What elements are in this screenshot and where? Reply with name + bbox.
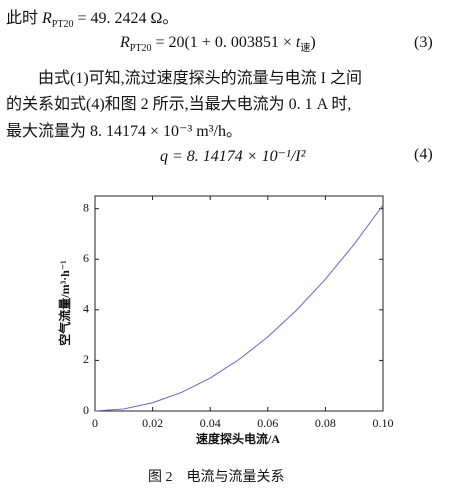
x-tick-label: 0.10 [373, 416, 394, 430]
y-tick-label: 6 [83, 251, 89, 265]
x-axis-label: 速度探头电流/A [196, 431, 280, 446]
equation: RPT20 = 20(1 + 0. 003851 × t速) [120, 34, 316, 54]
symbol: t [295, 34, 301, 51]
text: = 49. 2424 Ω。 [73, 10, 179, 27]
y-axis-label: 空气流量/m³·h⁻¹ [57, 260, 72, 346]
paragraph-line: 由式(1)可知,流过速度探头的流量与电流 I 之间 [38, 70, 362, 87]
x-tick-label: 0.04 [200, 416, 221, 430]
subscript: PT20 [51, 19, 74, 31]
text: ) [310, 34, 316, 51]
chart: 速度探头电流/A 空气流量/m³·h⁻¹ 0 0.02 0.04 0.06 0.08 0.… [57, 195, 394, 446]
equation: q = 8. 14174 × 10⁻¹/I² [160, 148, 306, 165]
y-tick-label: 4 [83, 302, 89, 316]
y-tick-label: 2 [83, 352, 89, 366]
symbol: R [120, 34, 130, 51]
text: 此时 [6, 10, 43, 27]
x-tick-label: 0 [92, 416, 98, 430]
paragraph-line: 最大流量为 8. 14174 × 10⁻³ m³/h。 [6, 123, 242, 140]
y-tick-label: 0 [83, 403, 89, 417]
caption: 图 2 电流与流量关系 [148, 470, 285, 485]
x-tick-label: 0.08 [315, 416, 336, 430]
subscript: PT20 [129, 43, 152, 55]
x-tick-label: 0.02 [142, 416, 163, 430]
data-line [94, 204, 384, 412]
x-tick-label: 0.06 [257, 416, 278, 430]
equation-number: (4) [414, 146, 433, 163]
plot-frame [94, 195, 384, 412]
paragraph-line: 的关系如式(4)和图 2 所示,当最大电流为 0. 1 A 时, [6, 96, 352, 113]
subscript: 速 [300, 43, 311, 55]
equation-number: (3) [414, 34, 433, 51]
text-line: 此时 RPT20 = 49. 2424 Ω。 [6, 4, 178, 30]
text: = 20(1 + 0. 003851 × [151, 34, 296, 51]
y-tick-label: 8 [83, 200, 89, 214]
symbol: R [42, 10, 52, 27]
